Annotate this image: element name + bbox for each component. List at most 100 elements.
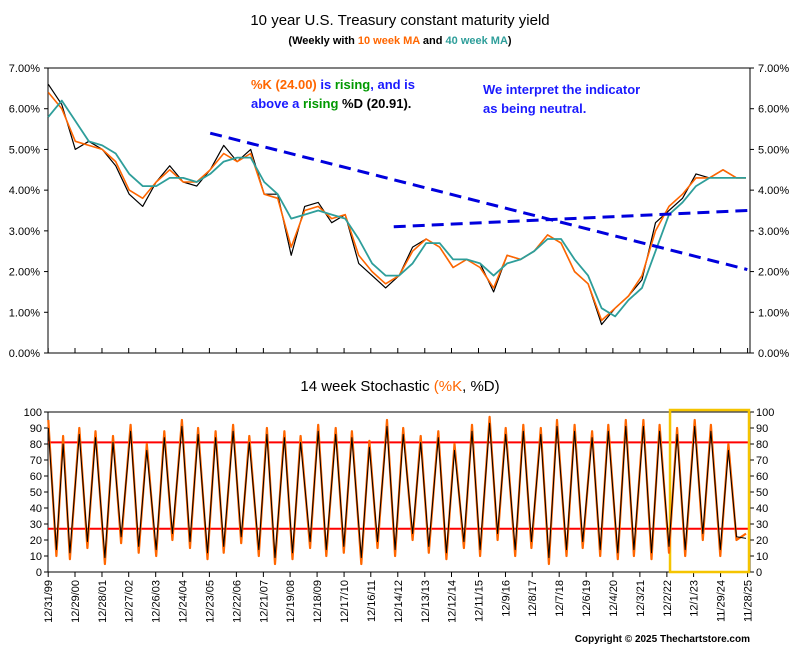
stochastic-title-main: 14 week Stochastic xyxy=(300,378,433,395)
x-date-label: 12/11/15 xyxy=(474,580,486,622)
top-ytick-label-right: 0.00% xyxy=(758,348,789,360)
bottom-ytick-label-right: 0 xyxy=(756,567,762,579)
x-date-label: 12/21/07 xyxy=(258,580,270,623)
top-ytick-label-right: 2.00% xyxy=(758,267,789,279)
chart-title: 10 year U.S. Treasury constant maturity … xyxy=(250,12,549,29)
highlight-box xyxy=(668,408,751,574)
top-plot-area xyxy=(47,83,748,326)
subtitle-part-ma10: 10 week MA xyxy=(358,35,420,47)
bottom-ytick-label-left: 0 xyxy=(36,567,42,579)
top-x-ticks xyxy=(47,348,749,353)
x-date-label: 12/2/22 xyxy=(662,580,674,617)
copyright-text: Copyright © 2025 Thechartstore.com xyxy=(575,634,750,645)
bottom-x-ticks xyxy=(47,572,749,577)
bottom-ytick-label-left: 50 xyxy=(30,487,42,499)
stochastic-title-k: %K xyxy=(439,378,462,395)
annotation-d-value: (20.91). xyxy=(367,96,412,111)
x-axis-labels: 12/31/99 12/29/00 12/28/01 12/27/02 12/26/03… xyxy=(43,580,754,623)
top-y-axis: 0.00% 0.00% 1.00% 1.00% 2.00% 2.00% 3.00% 3.00%… xyxy=(9,63,790,360)
ma40-line xyxy=(47,99,746,318)
x-date-label: 12/29/00 xyxy=(70,580,82,623)
x-date-label: 12/24/04 xyxy=(178,580,190,623)
x-date-label: 12/27/02 xyxy=(124,580,136,623)
stochastic-title-paren: ( xyxy=(434,378,439,395)
annotation-rising-2: rising xyxy=(303,96,338,111)
x-date-label: 12/22/06 xyxy=(231,580,243,623)
x-date-label: 12/14/12 xyxy=(393,580,405,623)
x-date-label: 12/31/99 xyxy=(43,580,55,623)
top-ytick-label-left: 4.00% xyxy=(9,185,40,197)
x-date-label: 12/17/10 xyxy=(339,580,351,623)
x-date-label: 11/29/24 xyxy=(716,580,728,622)
top-ytick-label-right: 1.00% xyxy=(758,307,789,319)
annotation-is: is xyxy=(317,77,335,92)
annotation-line-1: %K (24.00) is rising, and is xyxy=(251,77,415,92)
x-date-label: 12/4/20 xyxy=(608,580,620,617)
x-date-label: 12/6/19 xyxy=(581,580,593,617)
bottom-ytick-label-right: 60 xyxy=(756,471,768,483)
bottom-y-axis: 0 0 10 10 20 20 30 30 40 40 50 50 60 60 70 70 80 80 90 90 10… xyxy=(24,407,775,579)
bottom-ytick-label-left: 70 xyxy=(30,455,42,467)
x-date-label: 12/3/21 xyxy=(635,580,647,617)
annotation-interpretation-2: as being neutral. xyxy=(483,101,586,116)
x-date-label: 11/28/25 xyxy=(743,580,755,622)
x-date-label: 12/16/11 xyxy=(366,580,378,622)
top-ytick-label-left: 5.00% xyxy=(9,144,40,156)
subtitle-part-0: (Weekly with xyxy=(288,35,357,47)
bottom-ytick-label-left: 30 xyxy=(30,519,42,531)
stochastic-title: 14 week Stochastic (%K, %D) xyxy=(300,378,499,395)
top-panel-frame xyxy=(47,67,751,354)
x-date-label: 12/9/16 xyxy=(501,580,513,617)
bottom-ytick-label-right: 30 xyxy=(756,519,768,531)
top-ytick-label-right: 3.00% xyxy=(758,226,789,238)
x-date-label: 12/19/08 xyxy=(285,580,297,623)
top-ytick-label-left: 0.00% xyxy=(9,348,40,360)
trendline-1 xyxy=(209,131,748,271)
x-date-label: 12/8/17 xyxy=(527,580,539,617)
ma10-line xyxy=(47,91,746,322)
top-ytick-label-right: 5.00% xyxy=(758,144,789,156)
x-date-label: 12/1/23 xyxy=(689,580,701,617)
annotation-k-value: %K (24.00) xyxy=(251,77,317,92)
annotation-line-2: above a rising %D (20.91). xyxy=(251,96,411,111)
annotation-and-is: , and is xyxy=(370,77,415,92)
bottom-ytick-label-left: 90 xyxy=(30,423,42,435)
bottom-ytick-label-right: 80 xyxy=(756,439,768,451)
bottom-plot-area xyxy=(47,408,751,574)
subtitle-part-2: and xyxy=(420,35,446,47)
x-date-label: 12/7/18 xyxy=(554,580,566,617)
stochastic-title-d: , %D) xyxy=(462,378,500,395)
top-ytick-label-right: 6.00% xyxy=(758,104,789,116)
x-date-label: 12/12/14 xyxy=(447,580,459,623)
chart-subtitle: (Weekly with 10 week MA and 40 week MA) xyxy=(288,35,512,47)
bottom-ytick-label-right: 20 xyxy=(756,535,768,547)
bottom-ytick-label-right: 50 xyxy=(756,487,768,499)
top-ytick-label-left: 2.00% xyxy=(9,267,40,279)
bottom-ytick-label-left: 60 xyxy=(30,471,42,483)
bottom-ytick-label-left: 20 xyxy=(30,535,42,547)
bottom-ytick-label-left: 10 xyxy=(30,551,42,563)
top-ytick-label-left: 1.00% xyxy=(9,307,40,319)
annotation-interpretation-1: We interpret the indicator xyxy=(483,82,640,97)
x-date-label: 12/23/05 xyxy=(204,580,216,623)
x-date-label: 12/26/03 xyxy=(151,580,163,623)
bottom-ytick-label-right: 90 xyxy=(756,423,768,435)
bottom-ytick-label-right: 100 xyxy=(756,407,774,419)
bottom-ytick-label-right: 10 xyxy=(756,551,768,563)
annotation-rising-1: rising xyxy=(335,77,370,92)
annotation-above-a: above a xyxy=(251,96,303,111)
top-ytick-label-left: 7.00% xyxy=(9,63,40,75)
subtitle-part-4: ) xyxy=(508,35,512,47)
top-ytick-label-left: 6.00% xyxy=(9,104,40,116)
x-date-label: 12/28/01 xyxy=(97,580,109,623)
x-date-label: 12/13/13 xyxy=(420,580,432,623)
top-ytick-label-right: 7.00% xyxy=(758,63,789,75)
bottom-ytick-label-right: 40 xyxy=(756,503,768,515)
top-ytick-label-left: 3.00% xyxy=(9,226,40,238)
x-date-label: 12/18/09 xyxy=(312,580,324,623)
top-ytick-label-right: 4.00% xyxy=(758,185,789,197)
bottom-ytick-label-left: 100 xyxy=(24,407,42,419)
subtitle-part-ma40: 40 week MA xyxy=(446,35,508,47)
k-line xyxy=(47,415,747,566)
trendline-2 xyxy=(393,209,748,229)
